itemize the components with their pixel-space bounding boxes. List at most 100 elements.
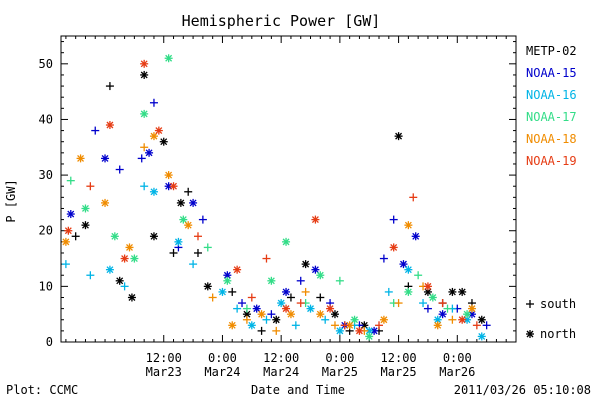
data-point-noaa-17-south bbox=[335, 276, 344, 285]
data-point-noaa-15-north bbox=[411, 232, 420, 241]
x-tick-label-date: Mar25 bbox=[381, 365, 417, 379]
x-tick-label-time: 0:00 bbox=[325, 351, 354, 365]
data-point-noaa-15-north bbox=[101, 154, 110, 163]
marker-legend-north bbox=[526, 330, 534, 338]
data-point-noaa-18-north bbox=[184, 221, 193, 230]
data-point-noaa-15-north bbox=[438, 310, 447, 319]
data-point-noaa-15-north bbox=[145, 148, 154, 157]
y-tick-label: 30 bbox=[39, 168, 53, 182]
data-point-noaa-18-south bbox=[448, 315, 457, 324]
data-point-noaa-19-north bbox=[154, 126, 163, 135]
marker-legend-label: north bbox=[540, 327, 576, 341]
data-point-noaa-15-south bbox=[115, 165, 124, 174]
data-point-noaa-16-south bbox=[419, 299, 428, 308]
data-point-noaa-19-north bbox=[120, 254, 129, 263]
data-point-noaa-16-south bbox=[140, 182, 149, 191]
data-point-noaa-15-north bbox=[189, 198, 198, 207]
data-point-metp-02-north bbox=[458, 287, 467, 296]
marker-legend-label: south bbox=[540, 297, 576, 311]
data-point-noaa-16-south bbox=[120, 282, 129, 291]
data-point-noaa-17-north bbox=[365, 332, 374, 341]
data-point-noaa-19-north bbox=[64, 226, 73, 235]
legend-entry-metp-02: METP-02 bbox=[526, 44, 577, 58]
data-point-noaa-16-north bbox=[247, 321, 256, 330]
data-point-noaa-19-north bbox=[355, 326, 364, 335]
y-tick-label: 40 bbox=[39, 112, 53, 126]
data-point-metp-02-north bbox=[301, 260, 310, 269]
data-point-noaa-15-south bbox=[296, 276, 305, 285]
data-point-noaa-18-north bbox=[76, 154, 85, 163]
footer-right-text: 2011/03/26 05:10:08 bbox=[454, 383, 591, 397]
data-point-noaa-18-north bbox=[286, 310, 295, 319]
data-point-noaa-18-south bbox=[394, 299, 403, 308]
x-tick-label-date: Mar25 bbox=[322, 365, 358, 379]
data-point-noaa-17-north bbox=[110, 232, 119, 241]
data-point-noaa-19-south bbox=[340, 321, 349, 330]
data-point-noaa-19-south bbox=[409, 193, 418, 202]
x-tick-label-date: Mar26 bbox=[439, 365, 475, 379]
data-point-metp-02-north bbox=[159, 137, 168, 146]
legend-entry-noaa-15: NOAA-15 bbox=[526, 66, 577, 80]
data-point-metp-02-north bbox=[176, 198, 185, 207]
data-point-noaa-17-north bbox=[130, 254, 139, 263]
data-point-noaa-18-south bbox=[208, 293, 217, 302]
data-point-noaa-17-south bbox=[203, 243, 212, 252]
data-point-noaa-15-north bbox=[252, 304, 261, 313]
data-point-noaa-16-south bbox=[233, 304, 242, 313]
x-tick-label-time: 12:00 bbox=[263, 351, 299, 365]
data-point-noaa-15-south bbox=[91, 126, 100, 135]
data-point-noaa-17-south bbox=[66, 176, 75, 185]
data-point-noaa-19-south bbox=[438, 299, 447, 308]
data-point-noaa-18-south bbox=[301, 287, 310, 296]
data-point-noaa-19-north bbox=[326, 304, 335, 313]
data-point-noaa-18-south bbox=[140, 143, 149, 152]
data-point-noaa-15-south bbox=[198, 215, 207, 224]
data-point-noaa-17-north bbox=[404, 287, 413, 296]
data-point-metp-02-south bbox=[228, 287, 237, 296]
data-point-noaa-19-north bbox=[389, 243, 398, 252]
data-point-noaa-16-north bbox=[105, 265, 114, 274]
data-point-noaa-18-north bbox=[257, 310, 266, 319]
y-tick-label: 20 bbox=[39, 224, 53, 238]
data-point-metp-02-north bbox=[81, 221, 90, 230]
x-tick-label-time: 12:00 bbox=[146, 351, 182, 365]
data-point-noaa-15-south bbox=[423, 304, 432, 313]
y-axis-label: P [GW] bbox=[4, 179, 18, 222]
data-point-noaa-17-south bbox=[443, 304, 452, 313]
data-point-metp-02-north bbox=[330, 310, 339, 319]
data-point-metp-02-north bbox=[203, 282, 212, 291]
data-point-noaa-19-north bbox=[233, 265, 242, 274]
data-point-noaa-18-north bbox=[345, 321, 354, 330]
data-point-metp-02-north bbox=[272, 315, 281, 324]
data-point-noaa-17-north bbox=[267, 276, 276, 285]
data-point-noaa-16-north bbox=[277, 299, 286, 308]
legend-entry-noaa-18: NOAA-18 bbox=[526, 132, 577, 146]
legend: METP-02 NOAA-15 NOAA-16 NOAA-17 NOAA-18 NOAA-… bbox=[526, 44, 577, 168]
data-point-noaa-17-south bbox=[414, 271, 423, 280]
data-point-noaa-18-north bbox=[149, 132, 158, 141]
data-point-noaa-19-north bbox=[282, 304, 291, 313]
data-point-noaa-17-north bbox=[428, 293, 437, 302]
data-point-noaa-16-north bbox=[174, 237, 183, 246]
x-axis: 12:00Mar230:00Mar2412:00Mar240:00Mar2512… bbox=[65, 36, 517, 379]
y-tick-label: 50 bbox=[39, 57, 53, 71]
data-point-noaa-15-south bbox=[379, 254, 388, 263]
data-point-noaa-19-south bbox=[375, 321, 384, 330]
marker-legend: south north bbox=[526, 297, 576, 341]
data-point-noaa-16-south bbox=[262, 315, 271, 324]
data-point-metp-02-north bbox=[477, 315, 486, 324]
data-point-metp-02-north bbox=[448, 287, 457, 296]
data-point-noaa-19-south bbox=[193, 232, 202, 241]
data-point-noaa-19-south bbox=[247, 293, 256, 302]
x-tick-label-time: 0:00 bbox=[208, 351, 237, 365]
legend-entry-noaa-19: NOAA-19 bbox=[526, 154, 577, 168]
data-point-noaa-16-north bbox=[404, 265, 413, 274]
data-point-noaa-16-south bbox=[86, 271, 95, 280]
data-point-noaa-18-north bbox=[404, 221, 413, 230]
plot-frame bbox=[60, 35, 517, 343]
x-tick-label-date: Mar23 bbox=[146, 365, 182, 379]
footer-left-text: Plot: CCMC bbox=[6, 383, 78, 397]
data-point-noaa-18-south bbox=[272, 326, 281, 335]
data-point-noaa-16-north bbox=[477, 332, 486, 341]
